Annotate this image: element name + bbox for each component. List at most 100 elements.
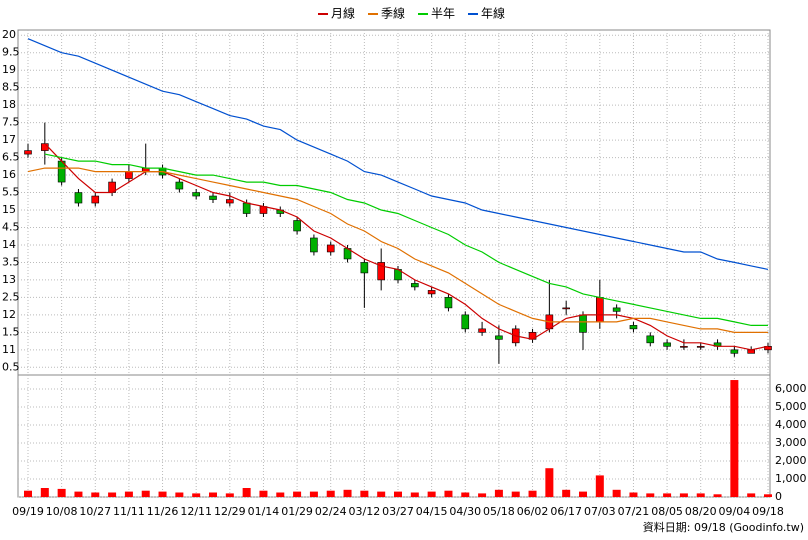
y-tick-label: 0.5 — [2, 360, 20, 373]
y-tick-label: 2.5 — [2, 290, 20, 303]
x-tick-label: 04/15 — [416, 505, 448, 518]
volume-bar — [494, 489, 503, 497]
y2-tick-label: 5,000 — [775, 400, 807, 413]
candle-body — [226, 199, 234, 204]
volume-bar — [679, 493, 688, 497]
candle-body — [310, 237, 318, 253]
candle-body — [411, 283, 419, 288]
volume-bar — [713, 494, 722, 497]
x-tick-label: 10/08 — [46, 505, 78, 518]
volume-bar — [24, 490, 32, 497]
volume-bar — [377, 491, 386, 497]
x-tick-label: 03/12 — [349, 505, 381, 518]
volume-bar — [528, 490, 537, 497]
volume-bar — [74, 491, 83, 497]
volume-bar — [461, 492, 470, 497]
volume-bar — [444, 490, 453, 497]
y2-tick-label: 3,000 — [775, 436, 807, 449]
x-tick-label: 11/26 — [147, 505, 179, 518]
candle-body — [646, 335, 655, 344]
candle-body — [562, 307, 570, 310]
volume-bar — [511, 491, 520, 497]
y-tick-label: 15 — [2, 203, 16, 216]
y-tick-label: 18 — [2, 98, 16, 111]
volume-bar — [276, 492, 285, 497]
candle-body — [427, 290, 436, 295]
y-tick-label: 1.5 — [2, 325, 20, 338]
volume-bar — [57, 488, 66, 497]
y-tick-label: 19 — [2, 63, 16, 76]
ma-line — [44, 153, 768, 326]
volume-bar — [394, 491, 402, 497]
legend-label: 月線 — [331, 6, 355, 21]
candle-body — [495, 335, 503, 340]
legend-label: 年線 — [481, 6, 505, 21]
volume-bar — [192, 493, 201, 497]
y-tick-label: 11 — [2, 343, 16, 356]
volume-bar — [747, 493, 756, 497]
y2-tick-label: 0 — [775, 490, 782, 503]
y-tick-label: 5.5 — [2, 186, 20, 199]
ma-line — [27, 38, 769, 270]
y2-tick-label: 2,000 — [775, 454, 807, 467]
volume-bar — [663, 493, 672, 497]
x-tick-label: 01/29 — [281, 505, 313, 518]
volume-bar — [629, 492, 638, 497]
volume-bar — [259, 490, 268, 497]
candle-body — [696, 346, 705, 348]
candle-body — [730, 349, 739, 354]
candle-body — [242, 202, 251, 214]
volume-bar — [427, 491, 436, 497]
x-tick-label: 06/02 — [517, 505, 549, 518]
x-tick-label: 01/14 — [248, 505, 280, 518]
volume-bar — [545, 468, 554, 497]
footer: 資料日期: 09/18 (Goodinfo.tw) — [643, 520, 804, 534]
candle-body — [209, 195, 217, 200]
volume-bar — [309, 491, 318, 497]
volume-bar — [730, 380, 739, 497]
volume-bar — [696, 493, 705, 497]
candle-body — [293, 220, 301, 232]
volume-bar — [124, 491, 133, 497]
y2-tick-label: 6,000 — [775, 382, 807, 395]
y-tick-label: 12 — [2, 308, 16, 321]
volume-bar — [209, 492, 217, 497]
candle-body — [629, 325, 638, 330]
x-tick-label: 03/27 — [382, 505, 414, 518]
volume-bar — [175, 492, 184, 497]
x-tick-label: 07/21 — [618, 505, 650, 518]
candle-body — [612, 307, 621, 312]
volume-bar — [343, 489, 352, 497]
candle-body — [478, 328, 486, 333]
y-tick-label: 6.5 — [2, 151, 20, 164]
volume-bar — [579, 491, 587, 497]
x-tick-label: 09/18 — [752, 505, 784, 518]
y-tick-label: 7.5 — [2, 116, 20, 129]
x-tick-label: 08/05 — [651, 505, 683, 518]
volume-bar — [40, 488, 49, 497]
x-tick-label: 07/03 — [584, 505, 616, 518]
x-tick-label: 09/04 — [719, 505, 751, 518]
y-tick-label: 14 — [2, 238, 16, 251]
volume-bar — [410, 492, 419, 497]
candle-body — [74, 192, 83, 204]
candle-body — [125, 171, 133, 179]
candle-body — [326, 244, 335, 253]
volume-frame — [17, 374, 771, 498]
x-tick-label: 11/11 — [113, 505, 145, 518]
candle-body — [680, 346, 688, 348]
y-tick-label: 16 — [2, 168, 16, 181]
volume-bar — [242, 488, 251, 497]
x-tick-label: 08/20 — [685, 505, 717, 518]
volume-bar — [158, 491, 167, 497]
candle-body — [91, 195, 100, 204]
x-tick-label: 09/19 — [12, 505, 44, 518]
candle-body — [175, 181, 184, 190]
x-tick-label: 05/18 — [483, 505, 515, 518]
volume-bar — [293, 491, 302, 497]
y-tick-label: 3.5 — [2, 255, 20, 268]
candle-body — [579, 314, 587, 333]
volume-bar — [360, 490, 369, 497]
legend-label: 季線 — [381, 6, 405, 21]
